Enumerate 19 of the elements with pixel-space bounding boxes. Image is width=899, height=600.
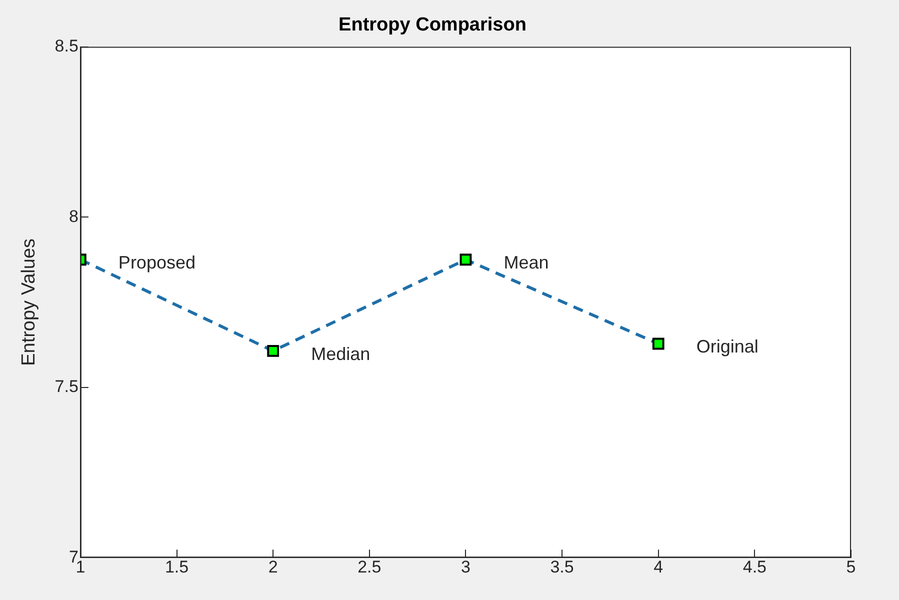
x-tick-label: 2	[268, 557, 278, 576]
y-tick-label: 7.5	[54, 377, 78, 396]
y-axis-title: Entropy Values	[18, 238, 40, 366]
x-tick-label: 4	[654, 557, 664, 576]
y-tick-label: 8	[68, 206, 78, 226]
x-tick-label: 2.5	[358, 557, 382, 576]
annotation: Median	[311, 344, 370, 364]
x-tick-label: 3	[460, 557, 470, 576]
y-tick-label: 7	[68, 547, 78, 566]
annotation: Proposed	[118, 252, 196, 273]
x-tick-label: 1.5	[164, 557, 189, 576]
chart-title: Entropy Comparison	[338, 14, 526, 36]
x-tick-label: 4.5	[742, 557, 766, 576]
x-tick-label: 5	[846, 557, 856, 576]
x-tick-label: 1	[76, 557, 86, 576]
annotation: Original	[696, 336, 758, 357]
x-tick-label: 3.5	[550, 557, 574, 576]
annotation: Mean	[504, 252, 549, 273]
y-tick-label: 8.5	[54, 36, 78, 56]
